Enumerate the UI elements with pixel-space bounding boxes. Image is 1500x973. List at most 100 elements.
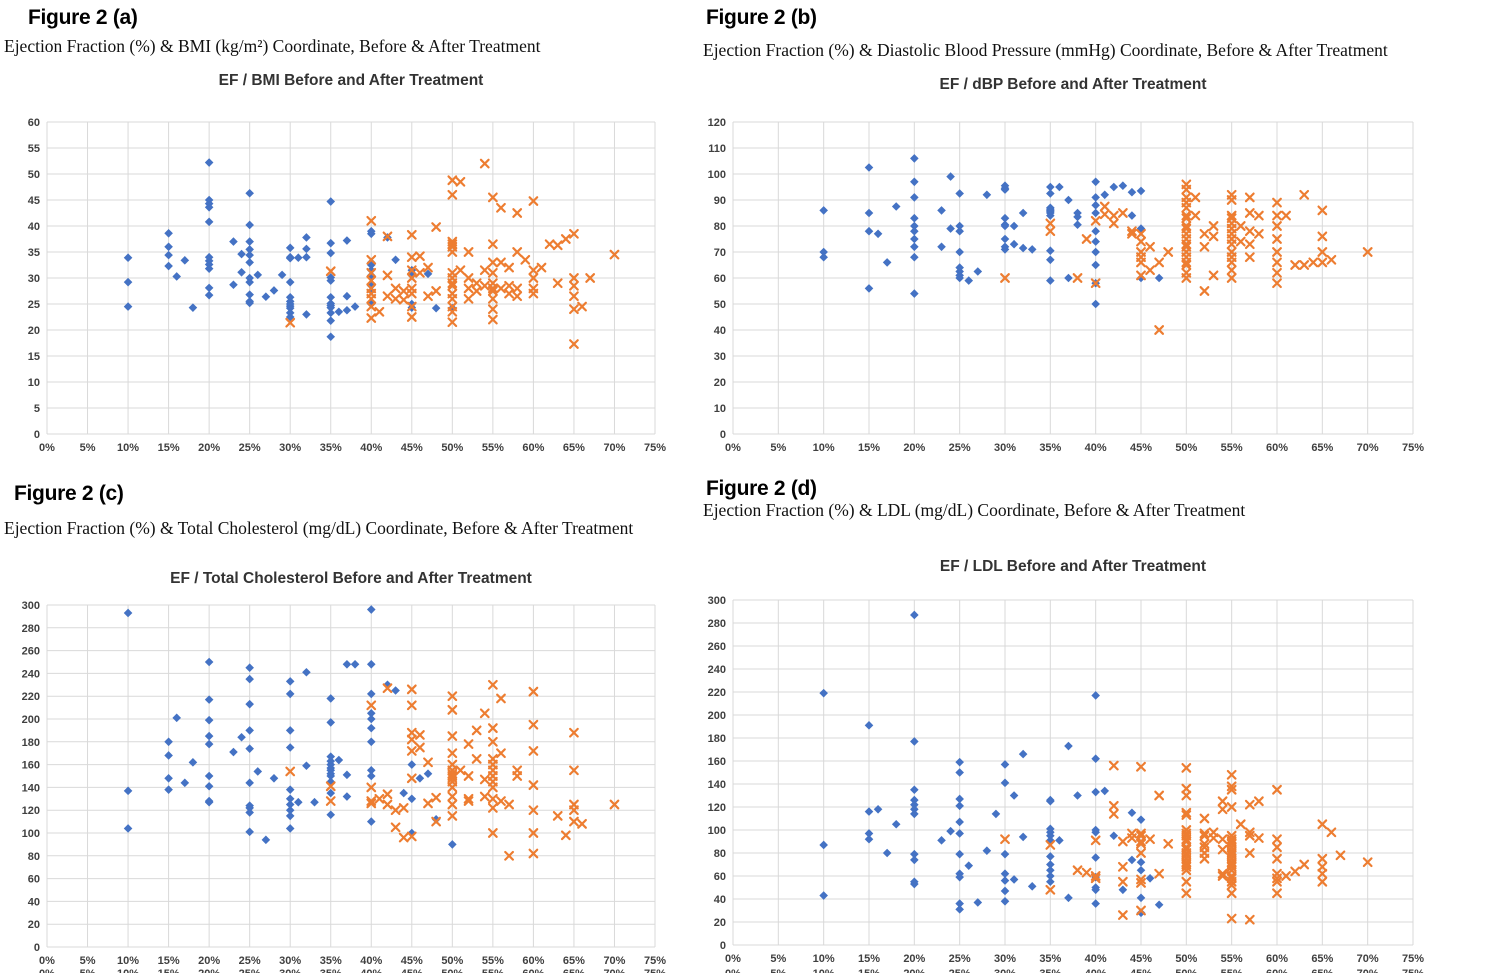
- svg-text:50%: 50%: [441, 442, 463, 454]
- svg-text:0%: 0%: [39, 968, 55, 973]
- svg-text:45: 45: [28, 195, 40, 207]
- svg-text:140: 140: [708, 779, 726, 791]
- svg-text:260: 260: [22, 646, 40, 658]
- svg-text:10%: 10%: [813, 442, 835, 454]
- svg-text:25%: 25%: [949, 953, 971, 965]
- svg-text:160: 160: [708, 756, 726, 768]
- svg-text:30%: 30%: [279, 968, 301, 973]
- chart-title-d: EF / LDL Before and After Treatment: [939, 558, 1207, 575]
- svg-text:5%: 5%: [80, 955, 96, 967]
- svg-text:20: 20: [714, 917, 726, 929]
- figure-subtitle-a: Ejection Fraction (%) & BMI (kg/m²) Coor…: [4, 36, 541, 56]
- svg-text:20%: 20%: [903, 968, 925, 973]
- svg-text:30: 30: [28, 273, 40, 285]
- svg-text:65%: 65%: [563, 955, 585, 967]
- svg-text:55: 55: [28, 143, 40, 155]
- svg-text:0%: 0%: [725, 953, 741, 965]
- svg-text:30%: 30%: [994, 442, 1016, 454]
- svg-text:0%: 0%: [725, 968, 741, 973]
- svg-text:60: 60: [28, 874, 40, 886]
- svg-text:70%: 70%: [603, 968, 625, 973]
- svg-text:35%: 35%: [320, 442, 342, 454]
- svg-text:65%: 65%: [1311, 442, 1333, 454]
- svg-text:50%: 50%: [441, 955, 463, 967]
- svg-text:180: 180: [22, 737, 40, 749]
- svg-text:40: 40: [28, 896, 40, 908]
- scatter-chart-ef-bmi: 0 5 10 15 20 25 30 35 40 45 50 55 60 0% 5% 10% 15% 20% 25%…: [28, 117, 666, 454]
- figure-subtitle-c: Ejection Fraction (%) & Total Cholestero…: [4, 518, 634, 538]
- chart-title-b: EF / dBP Before and After Treatment: [939, 76, 1207, 93]
- figure-panel-b: Figure 2 (b) Ejection Fraction (%) & Dia…: [700, 0, 1500, 470]
- svg-text:80: 80: [28, 851, 40, 863]
- svg-text:50: 50: [714, 299, 726, 311]
- svg-text:5: 5: [34, 403, 40, 415]
- svg-text:40%: 40%: [360, 442, 382, 454]
- svg-text:240: 240: [22, 668, 40, 680]
- svg-text:25: 25: [28, 299, 40, 311]
- svg-text:75%: 75%: [1402, 953, 1424, 965]
- svg-text:45%: 45%: [1130, 968, 1152, 973]
- svg-text:65%: 65%: [563, 968, 585, 973]
- svg-text:75%: 75%: [1402, 968, 1424, 973]
- svg-text:0: 0: [720, 429, 726, 441]
- svg-text:60%: 60%: [522, 968, 544, 973]
- svg-text:100: 100: [708, 825, 726, 837]
- svg-text:45%: 45%: [401, 442, 423, 454]
- svg-text:35%: 35%: [1039, 968, 1061, 973]
- svg-text:10: 10: [28, 377, 40, 389]
- svg-text:15%: 15%: [858, 968, 880, 973]
- svg-text:70%: 70%: [603, 955, 625, 967]
- svg-text:45%: 45%: [1130, 442, 1152, 454]
- svg-text:0%: 0%: [39, 955, 55, 967]
- svg-text:25%: 25%: [239, 968, 261, 973]
- svg-text:30%: 30%: [279, 442, 301, 454]
- svg-text:60%: 60%: [522, 442, 544, 454]
- svg-text:35: 35: [28, 247, 40, 259]
- svg-text:40%: 40%: [1085, 953, 1107, 965]
- svg-text:55%: 55%: [1221, 442, 1243, 454]
- svg-text:50: 50: [28, 169, 40, 181]
- svg-text:30: 30: [714, 351, 726, 363]
- figure-panel-d: Figure 2 (d) Ejection Fraction (%) & LDL…: [700, 470, 1500, 973]
- svg-text:0: 0: [34, 942, 40, 954]
- svg-text:35%: 35%: [320, 955, 342, 967]
- svg-text:30%: 30%: [279, 955, 301, 967]
- svg-text:5%: 5%: [80, 968, 96, 973]
- svg-text:60%: 60%: [1266, 968, 1288, 973]
- svg-text:25%: 25%: [239, 955, 261, 967]
- svg-text:200: 200: [708, 710, 726, 722]
- svg-text:300: 300: [708, 595, 726, 607]
- svg-text:35%: 35%: [1039, 953, 1061, 965]
- scatter-chart-ef-total-cholesterol: 0 20 40 60 80 100 120 140 160 180 200 220 240 260 280 3…: [22, 600, 667, 973]
- svg-text:20: 20: [28, 325, 40, 337]
- svg-text:280: 280: [708, 618, 726, 630]
- svg-text:300: 300: [22, 600, 40, 612]
- svg-text:60%: 60%: [1266, 953, 1288, 965]
- svg-text:40: 40: [714, 325, 726, 337]
- scatter-chart-ef-dbp: 0 10 20 30 40 50 60 70 80 90 100 110 120 0% 5% 10% 15% 20…: [708, 117, 1425, 454]
- svg-text:40: 40: [714, 894, 726, 906]
- svg-text:55%: 55%: [1221, 968, 1243, 973]
- svg-text:0: 0: [720, 940, 726, 952]
- svg-text:70%: 70%: [603, 442, 625, 454]
- svg-text:75%: 75%: [644, 442, 666, 454]
- svg-text:240: 240: [708, 664, 726, 676]
- svg-text:15%: 15%: [158, 955, 180, 967]
- figure-label-a: Figure 2 (a): [28, 6, 138, 29]
- svg-text:40%: 40%: [360, 955, 382, 967]
- svg-text:75%: 75%: [1402, 442, 1424, 454]
- figure-label-c: Figure 2 (c): [14, 482, 124, 505]
- svg-text:60: 60: [28, 117, 40, 129]
- svg-text:20%: 20%: [198, 955, 220, 967]
- svg-text:60%: 60%: [522, 955, 544, 967]
- figure-panel-a: Figure 2 (a) Ejection Fraction (%) & BMI…: [0, 0, 700, 470]
- svg-text:220: 220: [22, 691, 40, 703]
- svg-text:100: 100: [708, 169, 726, 181]
- svg-text:0%: 0%: [725, 442, 741, 454]
- svg-text:70: 70: [714, 247, 726, 259]
- svg-text:10%: 10%: [117, 442, 139, 454]
- svg-text:40: 40: [28, 221, 40, 233]
- svg-text:70%: 70%: [1357, 968, 1379, 973]
- svg-text:110: 110: [708, 143, 726, 155]
- svg-text:120: 120: [708, 117, 726, 129]
